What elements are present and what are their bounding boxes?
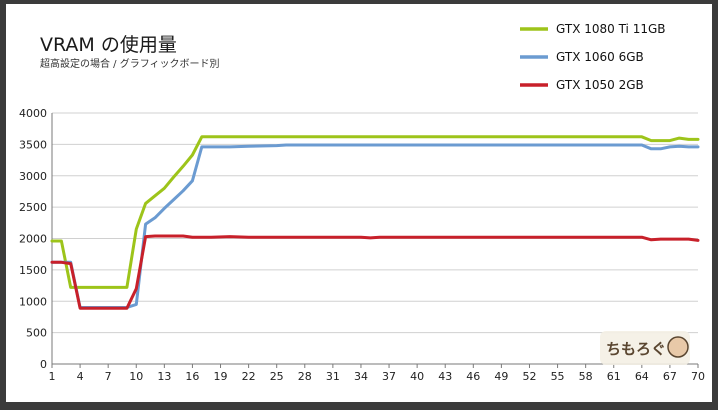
x-tick-label: 34	[354, 370, 368, 383]
x-tick-label: 43	[438, 370, 452, 383]
series-line	[50, 234, 700, 310]
legend-label: GTX 1050 2GB	[556, 78, 644, 92]
y-tick-label: 2500	[19, 201, 47, 214]
x-tick-label: 7	[105, 370, 112, 383]
x-tick-label: 13	[157, 370, 171, 383]
x-tick-label: 25	[270, 370, 284, 383]
y-tick-label: 4000	[19, 107, 47, 120]
series-layer	[50, 135, 700, 310]
series-line	[50, 143, 700, 309]
legend-label: GTX 1060 6GB	[556, 50, 644, 64]
x-tick-label: 4	[77, 370, 84, 383]
watermark-logo: ちもろぐ	[600, 331, 690, 365]
legend-label: GTX 1080 Ti 11GB	[556, 22, 666, 36]
y-tick-label: 1500	[19, 264, 47, 277]
y-tick-label: 0	[40, 358, 47, 371]
x-tick-label: 16	[185, 370, 199, 383]
x-tick-label: 22	[242, 370, 256, 383]
x-tick-label: 61	[607, 370, 621, 383]
y-tick-label: 2000	[19, 233, 47, 246]
x-tick-label: 10	[129, 370, 143, 383]
chart-title: VRAM の使用量	[40, 34, 177, 56]
watermark-text: ちもろぐ	[606, 340, 666, 358]
mascot-icon	[667, 336, 689, 358]
vram-line-chart: VRAM の使用量 超高設定の場合 / グラフィックボード別 0 500 1000 1…	[19, 22, 705, 383]
x-tick-label: 52	[522, 370, 536, 383]
x-tick-label: 37	[382, 370, 396, 383]
y-tick-label: 3000	[19, 170, 47, 183]
x-tick-label: 67	[663, 370, 677, 383]
x-tick-label: 40	[410, 370, 424, 383]
x-tick-label: 55	[551, 370, 565, 383]
x-tick-label: 19	[214, 370, 228, 383]
y-tick-label: 500	[26, 327, 47, 340]
y-tick-label: 3500	[19, 138, 47, 151]
legend: GTX 1080 Ti 11GB GTX 1060 6GB GTX 1050 2GB	[520, 22, 666, 92]
series-line	[50, 135, 700, 289]
x-tick-label: 58	[579, 370, 593, 383]
x-tick-label: 70	[691, 370, 705, 383]
x-tick-label: 46	[466, 370, 480, 383]
axis-layer: 0 500 1000 1500 2000 2500 3000 3500 4000 1 4 7 10 13 1…	[19, 107, 705, 383]
x-tick-label: 64	[635, 370, 649, 383]
x-tick-label: 49	[494, 370, 508, 383]
chart-subtitle: 超高設定の場合 / グラフィックボード別	[40, 57, 220, 70]
x-tick-label: 31	[326, 370, 340, 383]
x-tick-label: 1	[49, 370, 56, 383]
chart-card: VRAM の使用量 超高設定の場合 / グラフィックボード別 0 500 1000 1…	[6, 4, 712, 402]
x-tick-label: 28	[298, 370, 312, 383]
y-tick-label: 1000	[19, 295, 47, 308]
